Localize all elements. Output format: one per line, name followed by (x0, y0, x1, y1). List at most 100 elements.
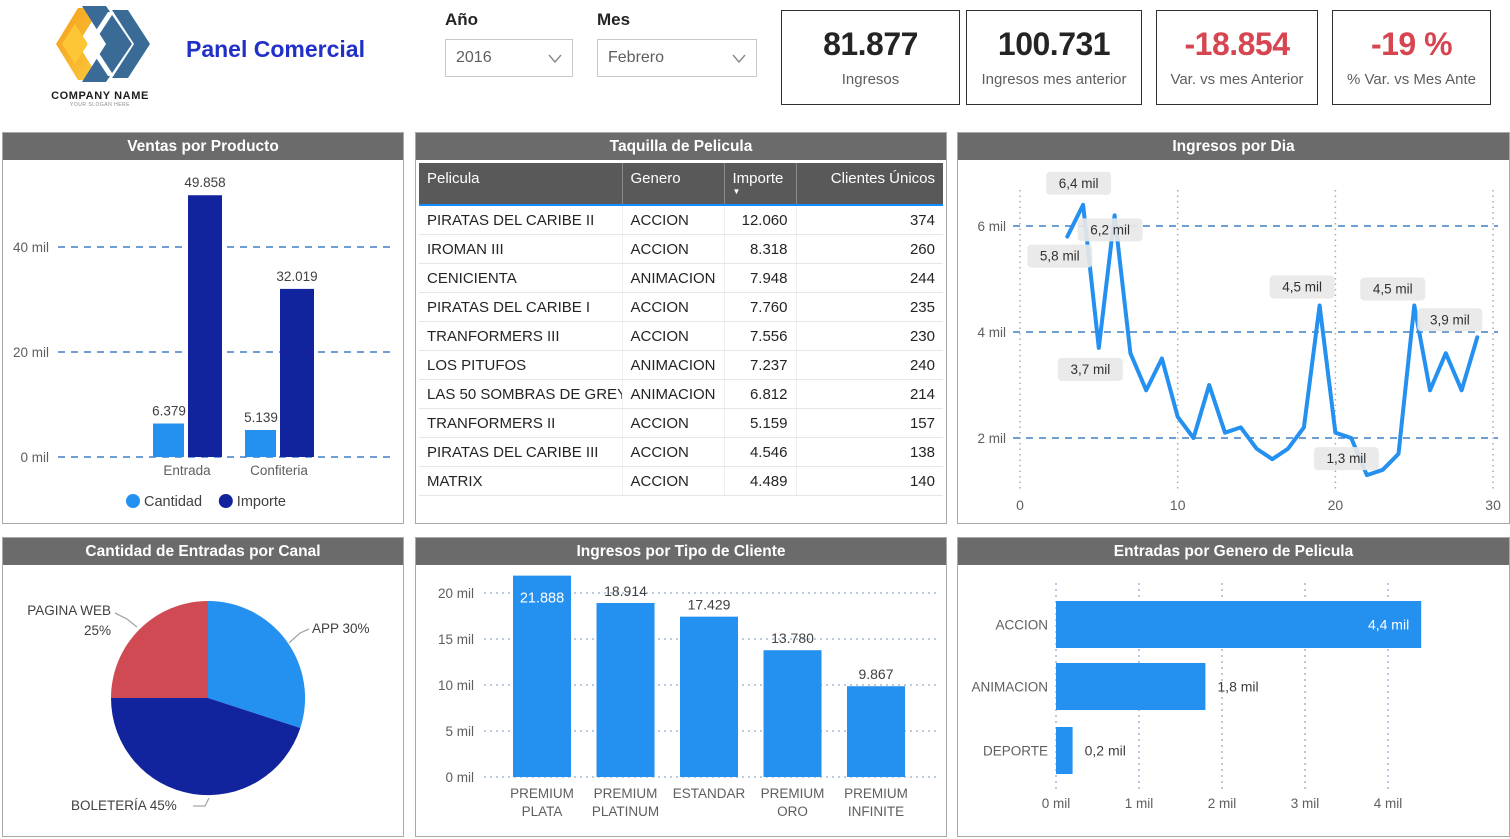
line-series[interactable] (1065, 202, 1480, 478)
callout-box (1360, 277, 1426, 301)
axis-label: 1 mil (1125, 796, 1154, 811)
pie-slice-APP[interactable] (208, 601, 306, 728)
leader-line (288, 628, 310, 644)
table-cell: TRANFORMERS II (419, 408, 623, 438)
axis-label: PREMIUM (510, 786, 574, 801)
kpi-label: Ingresos (841, 70, 900, 88)
bar-2[interactable] (680, 616, 738, 777)
table-cell: ACCION (622, 321, 725, 351)
axis-label: 0 mil (20, 450, 49, 465)
table-row[interactable]: LAS 50 SOMBRAS DE GREY ANIMACION 6.812 214 (419, 379, 943, 409)
pie-slice-BOLETERÍA[interactable] (110, 698, 301, 796)
table-cell: ANIMACION (622, 350, 725, 380)
bar-importe-Entrada[interactable] (188, 195, 222, 458)
axis-label: ESTANDAR (673, 786, 746, 801)
callout-box (1269, 275, 1335, 299)
axis-label: Confiteria (250, 463, 308, 478)
legend-dot-Importe[interactable] (218, 494, 233, 508)
panel-title: Entradas por Genero de Pelicula (958, 538, 1509, 565)
legend-dot-Cantidad[interactable] (126, 494, 140, 508)
year-filter: Año 2016 (445, 10, 573, 77)
pie-label: APP 30% (312, 621, 370, 636)
table-cell: 7.237 (724, 350, 797, 380)
legend-label: Importe (237, 494, 286, 510)
table-header-row: Pelicula Genero Importe ▼ Clientes Únicos (419, 163, 943, 206)
bar-cantidad-Confiteria[interactable] (245, 430, 276, 457)
axis-label: Entrada (163, 463, 211, 478)
data-label: 32.019 (276, 269, 317, 284)
bar-cantidad-Entrada[interactable] (153, 423, 184, 457)
callout-label: 3,7 mil (1070, 362, 1110, 377)
kpi-value: -19 % (1370, 26, 1453, 63)
canal-pie-chart[interactable]: APP 30% PAGINA WEB 25% BOLETERÍA 45% (3, 565, 401, 834)
callout-box (1417, 308, 1483, 332)
callout-label: 4,5 mil (1282, 280, 1322, 295)
table-cell: 240 (796, 350, 943, 380)
axis-label: 6 mil (977, 219, 1006, 234)
bar-DEPORTE[interactable] (1056, 727, 1073, 774)
tipo-cliente-bar-chart[interactable]: 0 mil 5 mil 10 mil 15 mil 20 mil 21.888 PREMIU… (416, 565, 944, 834)
data-label: 21.888 (520, 591, 564, 607)
ingresos-dia-line-chart[interactable]: 0 10 20 30 2 mil 4 mil 6 mil 6,4 mil 6,2 mil 5,8 … (958, 160, 1507, 521)
table-row[interactable]: PIRATAS DEL CARIBE I ACCION 7.760 235 (419, 292, 943, 322)
table-row[interactable]: PIRATAS DEL CARIBE III ACCION 4.546 138 (419, 437, 943, 467)
callout-box (1027, 244, 1093, 268)
panel-title: Ventas por Producto (3, 133, 403, 160)
axis-label: 40 mil (13, 240, 49, 255)
bar-0[interactable] (513, 575, 571, 777)
axis-label: 30 (1485, 497, 1501, 513)
kpi-label: % Var. vs Mes Ante (1347, 70, 1476, 88)
axis-label: 3 mil (1291, 796, 1320, 811)
panel-ingresos-por-dia: Ingresos por Dia 0 10 20 30 2 mil 4 mil 6 mil 6… (957, 132, 1510, 524)
table-row[interactable]: CENICIENTA ANIMACION 7.948 244 (419, 263, 943, 293)
panel-title: Ingresos por Dia (958, 133, 1509, 160)
logo-blue-chevron-1 (82, 6, 132, 82)
year-filter-label: Año (445, 10, 479, 29)
axis-label: 20 (1328, 497, 1344, 513)
axis-label: 2 mil (1208, 796, 1237, 811)
data-label: 13.780 (771, 630, 814, 646)
panel-title: Ingresos por Tipo de Cliente (416, 538, 946, 565)
sort-desc-icon: ▼ (732, 187, 741, 196)
callout-box (1313, 447, 1379, 471)
pie-label: PAGINA WEB (27, 603, 111, 618)
table-row[interactable]: TRANFORMERS III ACCION 7.556 230 (419, 321, 943, 351)
taquilla-table: Pelicula Genero Importe ▼ Clientes Únicos… (419, 163, 943, 496)
year-dropdown-value: 2016 (456, 49, 492, 66)
column-header-clientes-unicos[interactable]: Clientes Únicos (796, 163, 943, 206)
bar-ACCION[interactable] (1056, 601, 1422, 648)
axis-label: 4 mil (1374, 796, 1403, 811)
column-header-importe[interactable]: Importe ▼ (724, 163, 797, 206)
bar-4[interactable] (847, 686, 905, 777)
table-cell: ANIMACION (622, 379, 725, 409)
column-header-genero[interactable]: Genero (622, 163, 725, 206)
genero-hbar-chart[interactable]: 0 mil 1 mil 2 mil 3 mil 4 mil ACCION 4,4 mil AN… (958, 565, 1507, 834)
pie-slice-PAGINA WEB[interactable] (111, 601, 208, 698)
kpi-card-ingresos: 81.877 Ingresos (781, 10, 960, 105)
table-cell: 235 (796, 292, 943, 322)
table-row[interactable]: TRANFORMERS II ACCION 5.159 157 (419, 408, 943, 438)
leader-line (193, 797, 210, 807)
month-dropdown[interactable]: Febrero (597, 39, 757, 77)
table-row[interactable]: LOS PITUFOS ANIMACION 7.237 240 (419, 350, 943, 380)
bar-3[interactable] (763, 650, 822, 777)
bar-ANIMACION[interactable] (1056, 663, 1206, 710)
table-cell: 4.489 (724, 466, 797, 496)
bar-1[interactable] (596, 602, 655, 777)
logo-blue-chevron-2 (112, 10, 150, 78)
bar-importe-Confiteria[interactable] (280, 288, 314, 457)
table-cell: 6.812 (724, 379, 797, 409)
table-row[interactable]: PIRATAS DEL CARIBE II ACCION 12.060 374 (419, 205, 943, 235)
table-row[interactable]: IROMAN III ACCION 8.318 260 (419, 234, 943, 264)
company-logo: COMPANY NAME YOUR SLOGAN HERE (30, 4, 170, 122)
table-cell: 8.318 (724, 234, 797, 264)
panel-entradas-genero: Entradas por Genero de Pelicula 0 mil 1 m… (957, 537, 1510, 837)
callout-label: 5,8 mil (1040, 249, 1080, 264)
axis-label: 2 mil (977, 431, 1006, 446)
year-dropdown[interactable]: 2016 (445, 39, 573, 77)
callout-box (1046, 171, 1112, 195)
column-header-pelicula[interactable]: Pelicula (419, 163, 623, 206)
table-row[interactable]: MATRIX ACCION 4.489 140 (419, 466, 943, 496)
panel-title: Taquilla de Pelicula (416, 133, 946, 160)
ventas-bar-chart[interactable]: 0 mil 20 mil 40 mil 6.379 49.858 Entrada 5.139… (3, 160, 401, 521)
